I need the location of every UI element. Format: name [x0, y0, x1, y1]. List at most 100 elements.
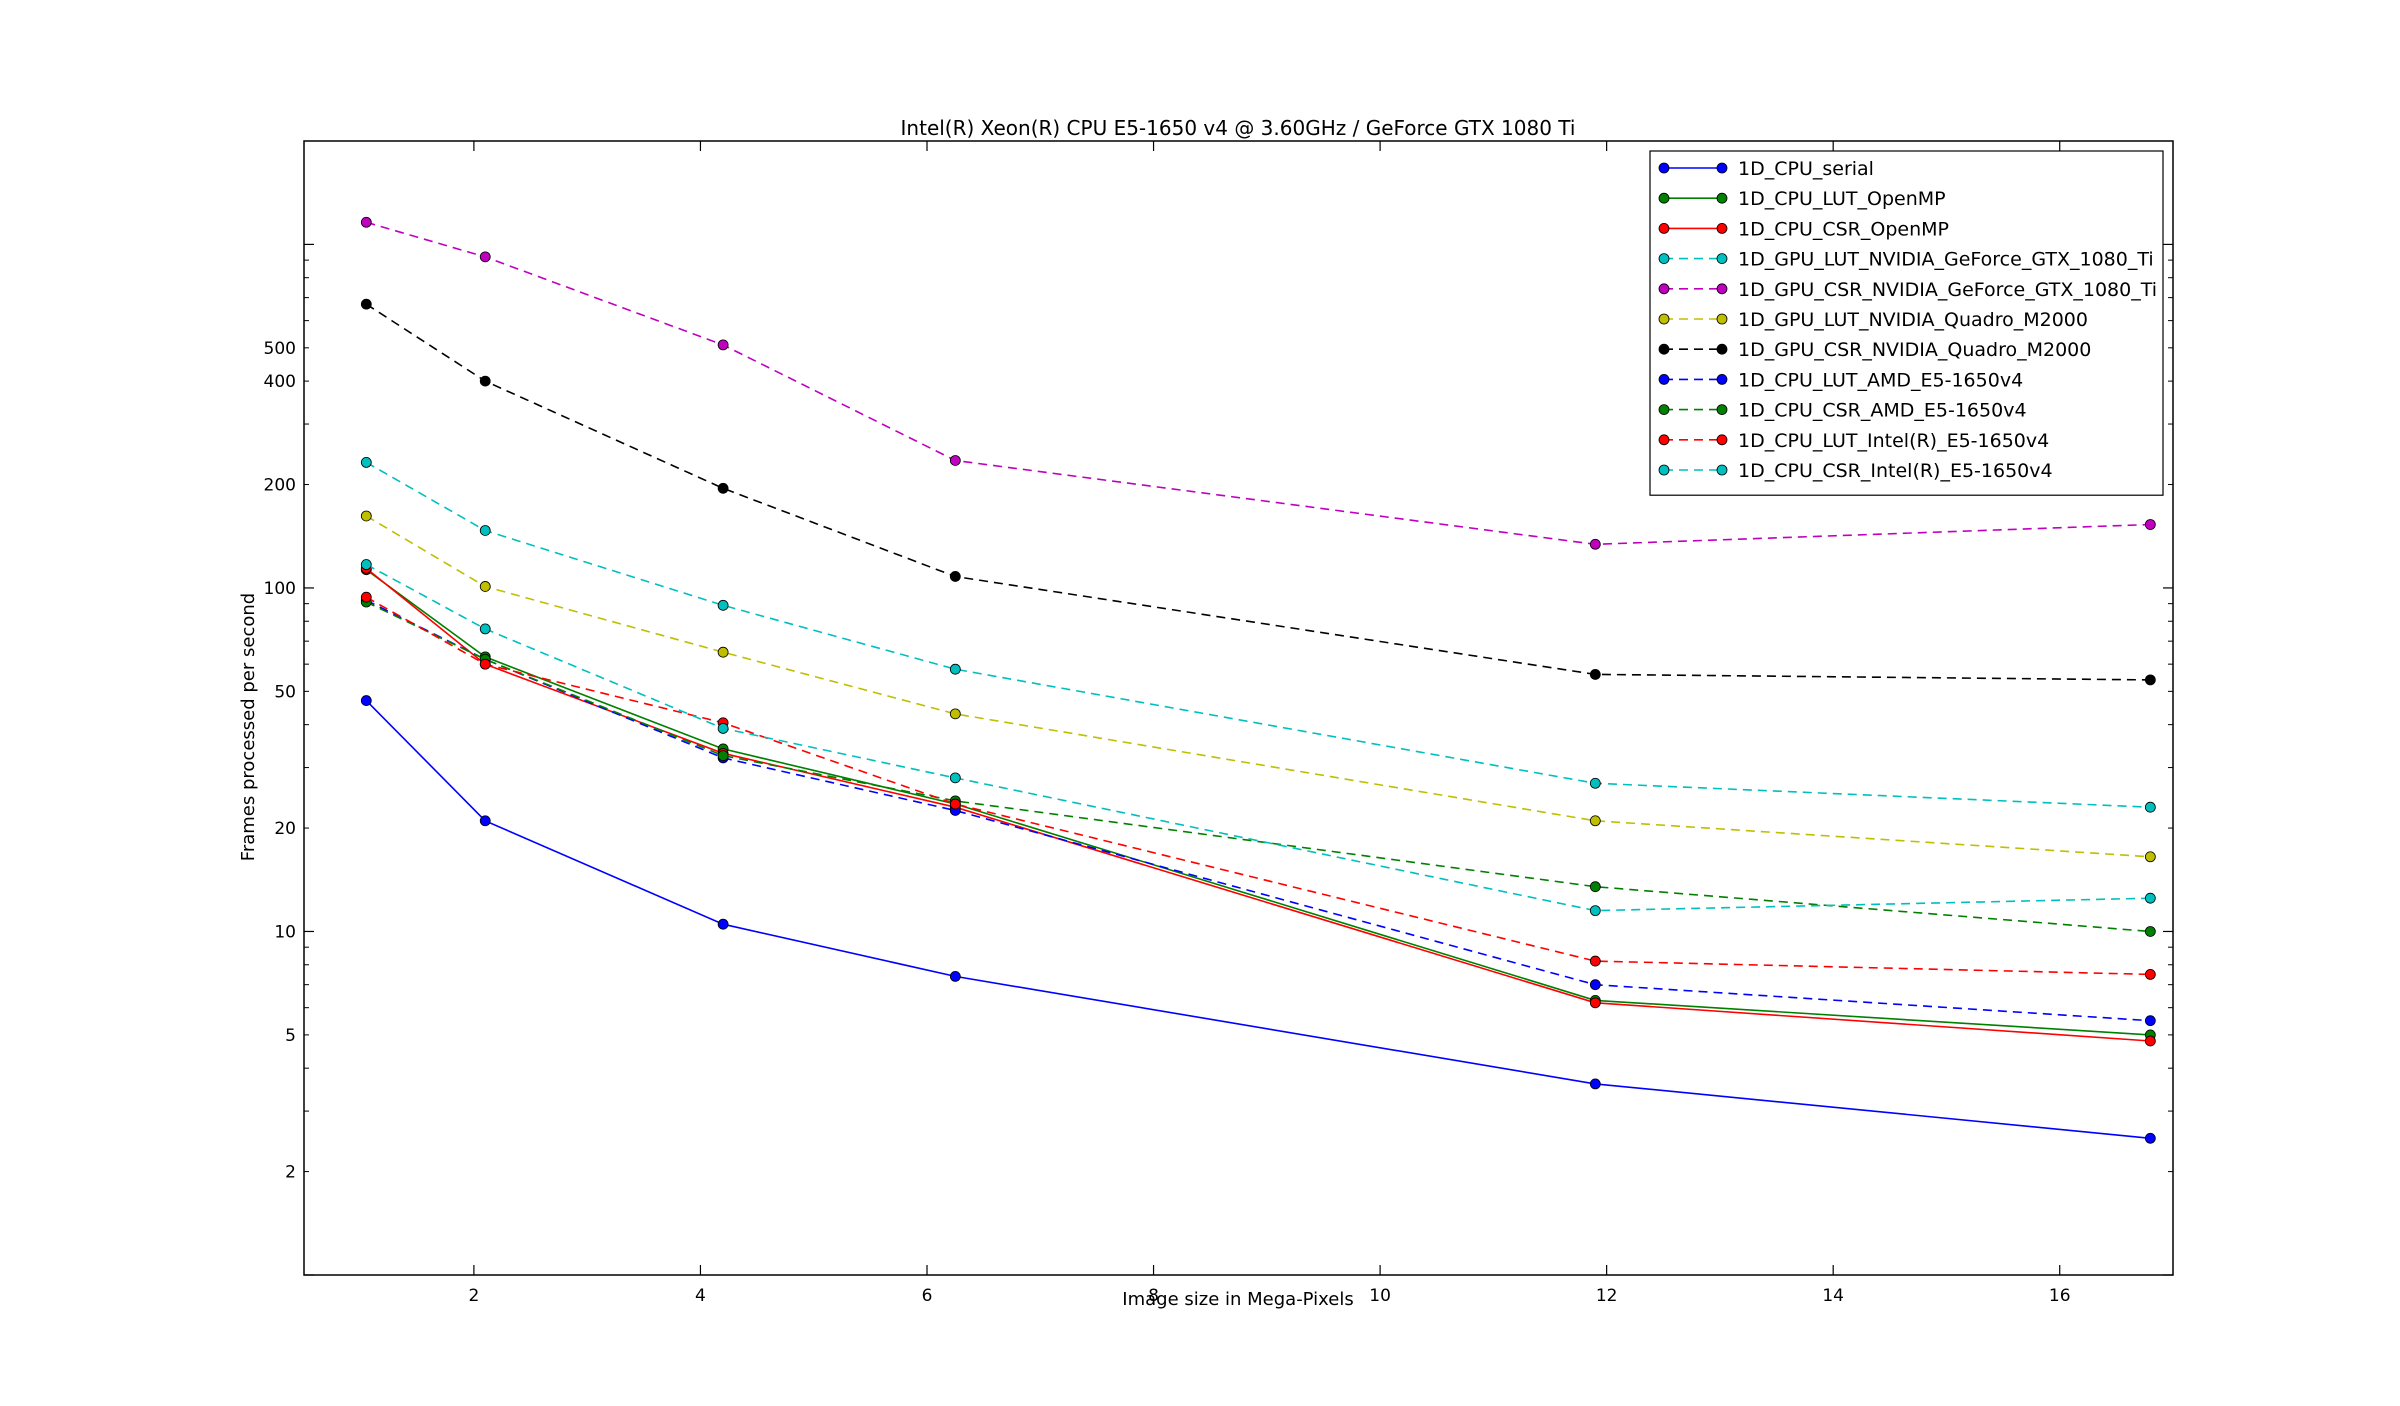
series-line: [365, 601, 2151, 933]
x-tick-label: 12: [1596, 1286, 1618, 1306]
series-line: [365, 700, 2151, 1140]
legend-item: 1D_CPU_CSR_AMD_E5-1650v4: [1658, 400, 2027, 422]
legend-label: 1D_CPU_LUT_AMD_E5-1650v4: [1738, 369, 2023, 391]
legend-label: 1D_GPU_CSR_NVIDIA_Quadro_M2000: [1738, 339, 2091, 361]
legend-item: 1D_CPU_LUT_OpenMP: [1658, 188, 1946, 210]
series-6: [360, 510, 2156, 863]
legend-swatch-marker: [1658, 222, 1670, 234]
legend-box: [1649, 150, 2164, 496]
data-point: [949, 970, 961, 982]
plot-frame: [303, 140, 2174, 1276]
legend-swatch-marker: [1716, 253, 1728, 265]
legend-item: 1D_CPU_CSR_OpenMP: [1658, 218, 1949, 240]
y-tick-label: 2: [285, 1163, 296, 1183]
data-point: [479, 815, 491, 827]
data-point: [479, 251, 491, 263]
legend-swatch-marker: [1716, 343, 1728, 355]
legend-swatch-marker: [1658, 464, 1670, 476]
data-point: [2144, 851, 2156, 863]
data-point: [360, 298, 372, 310]
legend-label: 1D_GPU_CSR_NVIDIA_GeForce_GTX_1080_Ti: [1738, 279, 2157, 301]
data-point: [1589, 1078, 1601, 1090]
legend-label: 1D_CPU_CSR_AMD_E5-1650v4: [1738, 400, 2027, 422]
data-point: [479, 658, 491, 670]
data-point: [717, 750, 729, 762]
data-point: [479, 525, 491, 536]
series-4: [360, 456, 2156, 813]
series-line: [365, 461, 2151, 808]
x-tick-label: 10: [1369, 1286, 1391, 1306]
legend-swatch-marker: [1658, 373, 1670, 385]
legend-item: 1D_GPU_LUT_NVIDIA_Quadro_M2000: [1658, 309, 2088, 331]
y-axis-label: Frames processed per second: [238, 593, 259, 861]
legend-swatch-marker: [1716, 313, 1728, 325]
data-point: [2144, 892, 2156, 904]
data-point: [479, 623, 491, 635]
legend-item: 1D_GPU_CSR_NVIDIA_Quadro_M2000: [1658, 339, 2091, 361]
series-line: [365, 569, 2151, 1036]
legend-swatch-marker: [1658, 253, 1670, 265]
y-tick-label: 200: [264, 476, 296, 496]
legend-swatch-marker: [1716, 283, 1728, 295]
legend-swatch-marker: [1658, 313, 1670, 325]
legend-swatch-marker: [1716, 162, 1728, 174]
x-tick-label: 2: [468, 1286, 479, 1306]
series-11: [360, 559, 2156, 917]
legend-item: 1D_CPU_LUT_Intel(R)_E5-1650v4: [1658, 430, 2049, 452]
legend-swatch-marker: [1716, 373, 1728, 385]
data-point: [949, 708, 961, 720]
legend-swatch-marker: [1658, 192, 1670, 204]
series-line: [365, 563, 2151, 912]
legend-swatch-marker: [1658, 283, 1670, 295]
data-point: [717, 723, 729, 734]
legend-label: 1D_CPU_LUT_OpenMP: [1738, 188, 1946, 210]
data-point: [2144, 1015, 2156, 1027]
series-1: [360, 695, 2156, 1144]
legend-label: 1D_GPU_LUT_NVIDIA_Quadro_M2000: [1738, 309, 2088, 331]
data-point: [949, 772, 961, 784]
y-tick-label: 400: [264, 372, 296, 392]
data-point: [717, 918, 729, 930]
series-line: [365, 303, 2151, 681]
x-tick-label: 8: [1148, 1286, 1159, 1306]
series-line: [365, 567, 2151, 1042]
series-7: [360, 298, 2156, 686]
data-point: [360, 456, 372, 468]
legend-swatch-marker: [1658, 434, 1670, 446]
legend-item: 1D_CPU_LUT_AMD_E5-1650v4: [1658, 369, 2023, 391]
legend-item: 1D_GPU_CSR_NVIDIA_GeForce_GTX_1080_Ti: [1658, 279, 2157, 301]
legend-label: 1D_GPU_LUT_NVIDIA_GeForce_GTX_1080_Ti: [1738, 249, 2154, 271]
data-point: [949, 663, 961, 675]
data-point: [1589, 815, 1601, 827]
data-point: [717, 339, 729, 351]
legend-swatch-marker: [1658, 162, 1670, 174]
x-tick-label: 6: [922, 1286, 933, 1306]
series-line: [365, 596, 2151, 976]
data-point: [1589, 669, 1601, 680]
data-point: [1589, 955, 1601, 967]
series-line: [365, 515, 2151, 858]
data-point: [2144, 801, 2156, 813]
legend-swatch-marker: [1658, 343, 1670, 355]
legend-label: 1D_CPU_serial: [1738, 158, 1874, 180]
x-tick-label: 16: [2049, 1286, 2071, 1306]
legend-swatch-marker: [1716, 404, 1728, 416]
data-point: [717, 482, 729, 494]
data-point: [1589, 538, 1601, 550]
legend-swatch-marker: [1716, 434, 1728, 446]
y-tick-label: 10: [274, 922, 296, 942]
y-tick-label: 50: [274, 682, 296, 702]
legend-item: 1D_CPU_serial: [1658, 158, 1874, 180]
data-point: [2144, 674, 2156, 686]
data-point: [717, 599, 729, 611]
data-point: [949, 798, 961, 810]
chart-title: Intel(R) Xeon(R) CPU E5-1650 v4 @ 3.60GH…: [901, 116, 1576, 140]
data-point: [360, 510, 372, 522]
x-tick-label: 14: [1822, 1286, 1844, 1306]
legend-swatch-marker: [1716, 192, 1728, 204]
legend-item: 1D_CPU_CSR_Intel(R)_E5-1650v4: [1658, 460, 2053, 482]
legend-label: 1D_CPU_CSR_Intel(R)_E5-1650v4: [1738, 460, 2053, 482]
data-point: [479, 581, 491, 592]
data-point: [360, 591, 372, 603]
